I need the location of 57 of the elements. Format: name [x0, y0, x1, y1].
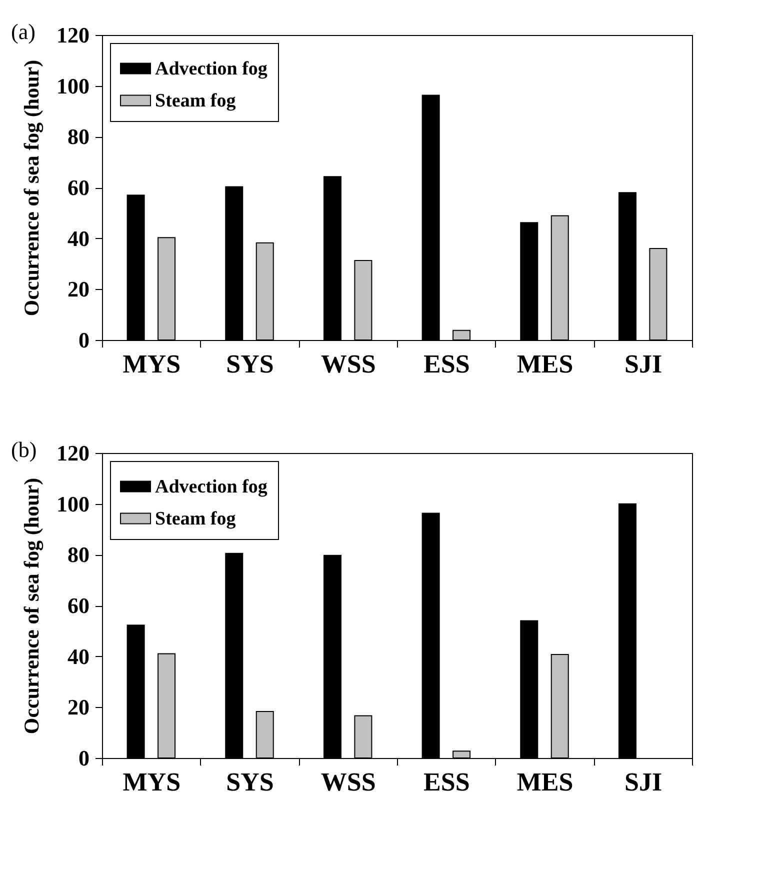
x-tick-label: ESS — [424, 350, 470, 378]
bar — [452, 750, 471, 758]
x-tick-label: MYS — [122, 768, 181, 796]
legend-label: Advection fog — [155, 58, 268, 80]
legend-label: Steam fog — [155, 90, 236, 112]
y-tick-label: 0 — [78, 328, 90, 352]
y-tick-label: 40 — [68, 226, 90, 251]
legend-label: Advection fog — [155, 476, 268, 498]
y-tick-label: 60 — [68, 593, 90, 618]
bar — [422, 94, 440, 340]
legend-label: Steam fog — [155, 508, 236, 530]
bar — [550, 215, 569, 340]
y-axis-title: Occurrence of sea fog (hour) — [20, 60, 44, 316]
x-tick-label: ESS — [424, 768, 470, 796]
bar — [158, 237, 176, 340]
y-tick-label: 120 — [56, 440, 90, 466]
x-tick-label: SYS — [226, 350, 274, 378]
bar — [323, 554, 342, 758]
y-tick-label: 80 — [68, 542, 90, 568]
x-tick-label: SYS — [226, 768, 274, 796]
y-tick-label: 120 — [56, 22, 90, 48]
bar — [618, 503, 636, 758]
bar — [452, 330, 471, 340]
bar — [225, 552, 244, 758]
y-tick-label: 60 — [68, 175, 90, 200]
y-axis-title: Occurrence of sea fog (hour) — [20, 478, 44, 734]
x-tick-label: MES — [516, 768, 574, 796]
y-tick-label: 20 — [68, 276, 90, 302]
x-tick-label: MYS — [122, 350, 181, 378]
y-tick-label: 40 — [68, 644, 90, 669]
bar — [550, 654, 569, 758]
bar — [520, 620, 538, 758]
x-tick-label: SJI — [624, 350, 662, 378]
y-tick-label: 80 — [68, 124, 90, 150]
y-tick-label: 100 — [56, 73, 90, 98]
bar — [520, 222, 538, 340]
bar — [256, 242, 274, 340]
bar — [618, 192, 636, 340]
y-tick-label: 100 — [56, 491, 90, 516]
bar — [422, 512, 440, 758]
x-tick-label: SJI — [624, 768, 662, 796]
chart-title: (a) — [11, 19, 36, 44]
x-tick-label: WSS — [320, 768, 376, 796]
x-tick-label: WSS — [320, 350, 376, 378]
y-tick-label: 0 — [78, 746, 90, 770]
bar — [126, 624, 145, 758]
x-tick-label: MES — [516, 350, 574, 378]
bar — [354, 260, 372, 340]
bar — [126, 194, 145, 340]
bar — [354, 715, 372, 758]
bar — [225, 186, 244, 340]
chart-title: (b) — [11, 437, 37, 462]
bar — [649, 248, 668, 340]
bar — [323, 176, 342, 340]
y-tick-label: 20 — [68, 694, 90, 720]
bar — [256, 710, 274, 758]
bar — [158, 653, 176, 758]
